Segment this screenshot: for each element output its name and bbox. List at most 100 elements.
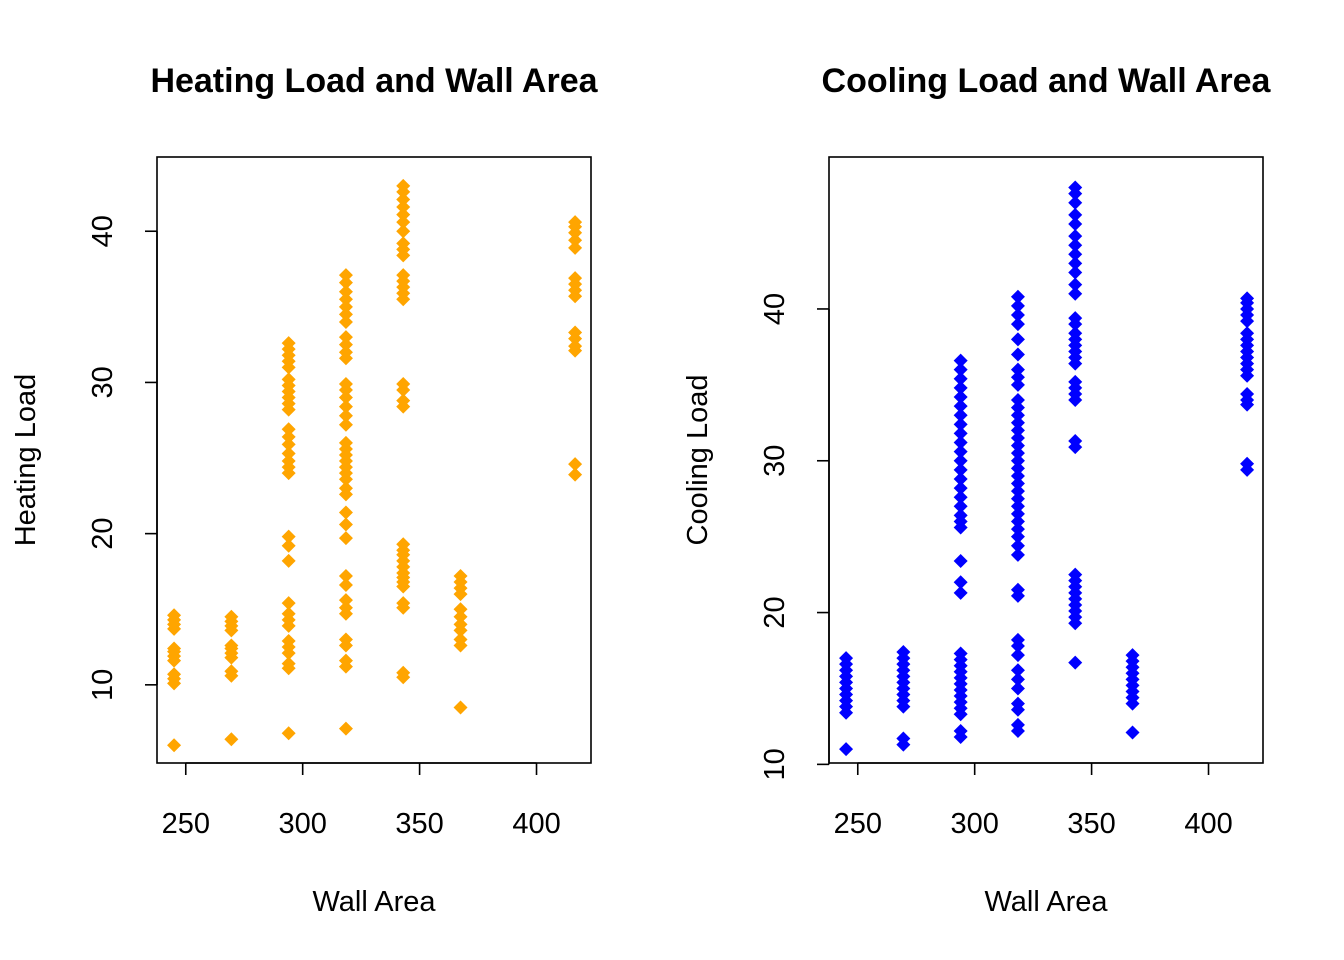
data-point: [338, 600, 353, 615]
data-point: [281, 529, 296, 544]
data-point: [953, 444, 968, 459]
data-point: [167, 608, 182, 623]
data-point: [338, 268, 353, 283]
x-tick-label: 400: [512, 808, 560, 840]
data-point: [1010, 408, 1025, 423]
data-point: [396, 236, 411, 251]
y-tick-label: 30: [759, 445, 791, 477]
data-point: [1125, 648, 1140, 663]
data-point: [953, 481, 968, 496]
data-point: [1240, 326, 1255, 341]
data-point: [953, 408, 968, 423]
data-point: [1068, 256, 1083, 271]
data-point: [1010, 538, 1025, 553]
data-point: [953, 490, 968, 505]
data-point: [1010, 648, 1025, 663]
data-point: [1068, 434, 1083, 449]
data-point: [1010, 415, 1025, 430]
data-point: [396, 596, 411, 611]
data-point: [568, 271, 583, 286]
data-point: [396, 376, 411, 391]
data-point: [453, 568, 468, 583]
data-point: [1010, 461, 1025, 476]
data-point: [1068, 311, 1083, 326]
data-point: [1010, 308, 1025, 323]
data-point: [1010, 423, 1025, 438]
data-point: [1068, 195, 1083, 210]
data-point: [1010, 582, 1025, 597]
data-point: [953, 723, 968, 738]
data-point: [953, 435, 968, 450]
data-point: [338, 337, 353, 352]
data-point: [568, 325, 583, 340]
data-point: [953, 499, 968, 514]
data-point: [1068, 326, 1083, 341]
data-point: [1010, 400, 1025, 415]
y-tick-label: 20: [759, 596, 791, 628]
data-point: [1010, 632, 1025, 647]
data-point: [1010, 491, 1025, 506]
data-point: [1010, 506, 1025, 521]
y-axis-label: Heating Load: [10, 374, 42, 547]
y-tick-label: 40: [87, 215, 119, 247]
data-point: [953, 553, 968, 568]
data-point: [1068, 229, 1083, 244]
data-point: [1240, 456, 1255, 471]
y-tick-label: 10: [759, 748, 791, 780]
data-point: [1010, 514, 1025, 529]
y-tick-label: 40: [759, 293, 791, 325]
data-point: [953, 399, 968, 414]
data-point: [224, 732, 239, 747]
data-point: [1010, 499, 1025, 514]
data-point: [338, 653, 353, 668]
data-point: [338, 292, 353, 307]
data-point: [1010, 332, 1025, 347]
data-point: [167, 667, 182, 682]
data-point: [338, 481, 353, 496]
data-point: [338, 376, 353, 391]
data-point: [396, 200, 411, 215]
data-point: [281, 596, 296, 611]
data-point: [1068, 238, 1083, 253]
data-point: [396, 393, 411, 408]
data-point: [953, 508, 968, 523]
data-point: [1010, 393, 1025, 408]
data-point: [281, 656, 296, 671]
data-point: [839, 742, 854, 757]
data-point: [281, 437, 296, 452]
data-point: [1010, 453, 1025, 468]
data-point: [953, 646, 968, 661]
data-point: [953, 585, 968, 600]
y-axis: 10 20 30 40: [87, 215, 158, 701]
data-point: [453, 609, 468, 624]
x-tick-label: 250: [834, 808, 882, 840]
x-axis: 250 300 350 400: [834, 762, 1233, 840]
data-point: [953, 390, 968, 405]
data-point: [338, 307, 353, 322]
data-point: [281, 336, 296, 351]
data-point: [396, 268, 411, 283]
data-point: [1240, 291, 1255, 306]
x-axis: 250 300 350 400: [162, 762, 561, 840]
data-point: [568, 240, 583, 255]
data-point: [224, 638, 239, 653]
x-tick-label: 250: [162, 808, 210, 840]
data-point: [338, 408, 353, 423]
data-point: [953, 453, 968, 468]
data-point: [1068, 247, 1083, 262]
data-point: [1240, 386, 1255, 401]
y-axis: 10 20 30 40: [759, 293, 830, 780]
data-point: [281, 553, 296, 568]
data-point: [338, 390, 353, 405]
data-point: [953, 362, 968, 377]
data-point: [1068, 567, 1083, 582]
data-point: [453, 700, 468, 715]
data-point: [453, 602, 468, 617]
data-point: [338, 568, 353, 583]
data-point: [1010, 468, 1025, 483]
data-point: [953, 575, 968, 590]
data-point: [167, 641, 182, 656]
data-point: [338, 399, 353, 414]
x-tick-label: 350: [1067, 808, 1115, 840]
data-point: [396, 537, 411, 552]
